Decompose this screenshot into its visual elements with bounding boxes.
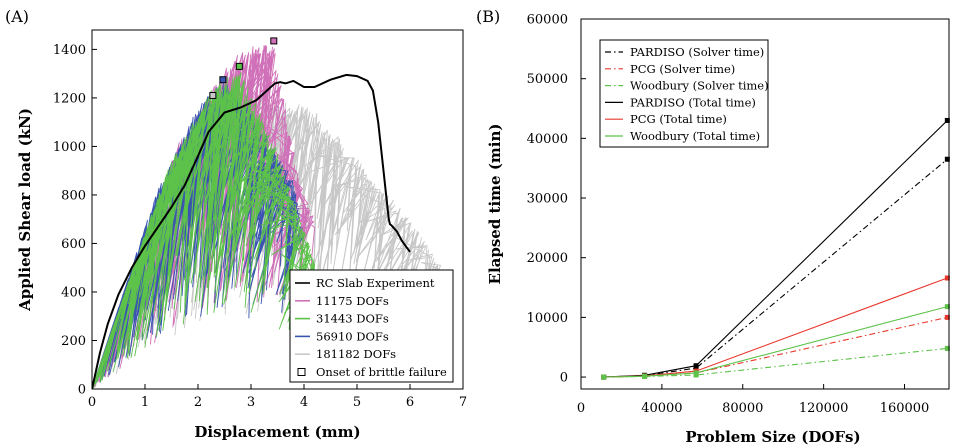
point-woodbury-total-time	[642, 373, 648, 379]
legend-a-box	[289, 269, 454, 383]
legend-b: PARDISO (Solver time) PCG (Solver time) Wo…	[599, 39, 769, 148]
y-axis-label-b: Elapsed time (min)	[486, 124, 504, 285]
x-tick-label-b: 160000	[880, 401, 930, 416]
legend-a-label: RC Slab Experiment	[316, 276, 435, 290]
point-woodbury-total-time	[944, 304, 950, 310]
y-tick-label-a: 400	[61, 285, 86, 300]
series-pcg-total-time	[603, 277, 948, 378]
x-tick-label-b: 80000	[722, 401, 763, 416]
x-axis-label-b: Problem Size (DOFs)	[685, 428, 860, 446]
point-pcg-total-time	[944, 275, 950, 281]
x-tick-label-a: 1	[141, 395, 149, 410]
x-axis-label-a: Displacement (mm)	[194, 423, 360, 441]
x-tick-label-a: 0	[88, 395, 96, 410]
y-tick-label-a: 0	[78, 383, 86, 398]
panel-a-label: (A)	[5, 7, 29, 26]
legend-a-swatch	[297, 368, 306, 376]
x-tick-label-a: 4	[300, 395, 308, 410]
y-tick-label-a: 800	[61, 188, 86, 203]
y-tick-label-a: 600	[61, 237, 86, 252]
panel-b: (B) 0 40000 80000 120000 160000 0 10000 20000 300…	[476, 7, 950, 446]
y-tick-label-b: 20000	[527, 251, 568, 266]
y-tick-label-b: 40000	[527, 132, 568, 147]
legend-a: RC Slab Experiment 11175 DOFs 31443 DOFs 56…	[289, 269, 454, 383]
y-tick-label-a: 200	[61, 334, 86, 349]
x-tick-label-a: 6	[406, 395, 414, 410]
series-pardiso-total-time	[603, 120, 948, 378]
panel-a: (A) 0 1 2 3 4 5 6 7 0 200 400 600 800 1000 1200 1400 Disp…	[5, 7, 467, 441]
y-tick-label-b: 10000	[527, 311, 568, 326]
legend-a-label: 31443 DOFs	[316, 312, 389, 326]
x-tick-label-b: 40000	[641, 401, 682, 416]
x-tick-label-b: 120000	[799, 401, 849, 416]
legend-a-label: 11175 DOFs	[316, 294, 389, 308]
point-pcg-solver-time	[944, 314, 950, 320]
legend-b-label: PCG (Total time)	[630, 112, 727, 126]
series-woodbury-total-time	[603, 306, 948, 378]
legend-b-label: PARDISO (Total time)	[630, 95, 756, 109]
legend-a-label: 56910 DOFs	[316, 329, 389, 343]
legend-b-label: Woodbury (Total time)	[630, 129, 760, 143]
y-tick-label-b: 30000	[527, 192, 568, 207]
y-tick-label-a: 1000	[53, 140, 86, 155]
series-pcg-solver-time	[603, 316, 948, 378]
brittle-failure-marker-1	[219, 76, 227, 84]
legend-a-label: Onset of brittle failure	[316, 365, 447, 379]
brittle-failure-marker-2	[235, 62, 243, 70]
series-pardiso-solver-time	[603, 158, 948, 378]
x-tick-label-b: 0	[577, 401, 585, 416]
point-pardiso-solver-time	[944, 156, 950, 162]
panel-a-plot-area	[92, 44, 443, 389]
point-woodbury-total-time	[601, 374, 607, 380]
point-woodbury-total-time	[693, 370, 699, 376]
point-woodbury-solver-time	[944, 345, 950, 351]
y-tick-label-a: 1400	[53, 43, 86, 58]
legend-b-label: PARDISO (Solver time)	[630, 45, 764, 59]
point-pardiso-total-time	[693, 363, 699, 369]
series-rc-slab-experiment	[92, 73, 411, 389]
x-tick-label-a: 2	[194, 395, 202, 410]
series-31443-dofs	[92, 72, 321, 389]
legend-a-label: 181182 DOFs	[316, 347, 396, 361]
y-tick-label-b: 50000	[527, 72, 568, 87]
y-tick-label-b: 0	[560, 371, 568, 386]
panel-a-frame	[91, 29, 464, 390]
y-tick-label-b: 60000	[527, 13, 568, 28]
legend-b-label: Woodbury (Solver time)	[630, 79, 769, 93]
legend-b-box	[599, 39, 769, 148]
x-tick-label-a: 7	[459, 395, 467, 410]
y-axis-label-a: Applied Shear load (kN)	[16, 108, 34, 312]
x-tick-label-a: 5	[353, 395, 361, 410]
brittle-failure-marker-0	[209, 91, 217, 99]
series-woodbury-solver-time	[603, 347, 948, 378]
panel-b-frame	[580, 18, 950, 390]
panel-b-label: (B)	[476, 7, 500, 26]
x-tick-label-a: 3	[247, 395, 255, 410]
y-tick-label-a: 1200	[53, 91, 86, 106]
point-pardiso-total-time	[944, 117, 950, 123]
legend-b-label: PCG (Solver time)	[630, 62, 735, 76]
brittle-failure-marker-3	[270, 37, 278, 45]
